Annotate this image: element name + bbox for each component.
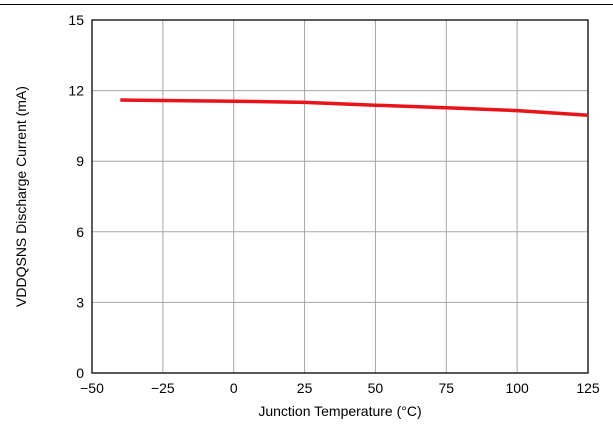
x-tick-label: 50: [368, 380, 384, 396]
x-axis-label: Junction Temperature (°C): [258, 403, 421, 419]
y-tick-label: 9: [76, 153, 84, 169]
x-tick-label: −25: [151, 380, 175, 396]
x-tick-label: −50: [80, 380, 104, 396]
top-rule: [0, 4, 613, 5]
x-tick-label: 0: [230, 380, 238, 396]
series-group: [120, 98, 589, 118]
x-tick-label: 100: [505, 380, 529, 396]
y-tick-label: 15: [68, 12, 84, 28]
y-tick-label: 6: [76, 224, 84, 240]
series-line: [120, 98, 589, 118]
x-tick-label: 25: [297, 380, 313, 396]
y-tick-label: 0: [76, 365, 84, 381]
x-tick-labels: −50 −25 0 25 50 75 100 125: [80, 380, 600, 396]
x-tick-label: 125: [576, 380, 600, 396]
grid-lines: [92, 20, 588, 373]
y-axis-label: VDDQSNS Discharge Current (mA): [13, 86, 29, 307]
x-tick-label: 75: [438, 380, 454, 396]
y-tick-label: 12: [68, 83, 84, 99]
y-tick-label: 3: [76, 294, 84, 310]
y-tick-labels: 0 3 6 9 12 15: [68, 12, 84, 381]
plot-frame: [91, 19, 589, 374]
